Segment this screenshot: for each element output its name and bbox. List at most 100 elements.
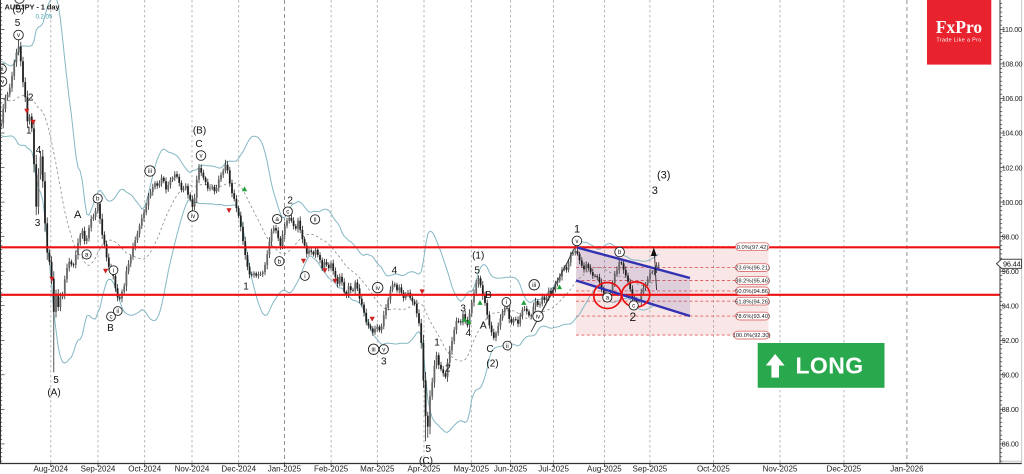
svg-text:96.44: 96.44 [1003,260,1021,269]
svg-text:50.0%(94.86): 50.0%(94.86) [735,289,770,295]
svg-text:Jan-2025: Jan-2025 [268,465,302,474]
svg-text:5: 5 [53,375,59,386]
svg-text:(A): (A) [47,388,60,399]
svg-text:Oct-2025: Oct-2025 [697,465,730,474]
svg-text:1: 1 [243,282,249,293]
svg-text:C: C [195,139,202,150]
svg-text:(C): (C) [419,456,433,467]
svg-text:106.00: 106.00 [1002,94,1023,103]
svg-text:104.00: 104.00 [1002,129,1023,138]
svg-text:Jul-2025: Jul-2025 [538,465,569,474]
svg-text:Sep-2024: Sep-2024 [81,465,116,474]
svg-text:Mar-2025: Mar-2025 [360,465,395,474]
svg-text:i: i [506,299,507,306]
svg-text:c: c [286,209,289,216]
svg-text:2: 2 [445,364,451,375]
svg-text:Nov-2025: Nov-2025 [763,465,798,474]
svg-text:5: 5 [426,444,432,455]
svg-text:0.0%(97.42): 0.0%(97.42) [737,245,769,251]
svg-text:1: 1 [26,126,32,137]
svg-text:c: c [109,314,112,321]
svg-text:61.8%(94.26): 61.8%(94.26) [735,299,770,305]
svg-text:ii: ii [314,217,317,224]
svg-text:ii: ii [506,343,509,350]
svg-text:2: 2 [629,310,636,324]
svg-text:(1): (1) [472,251,484,262]
svg-text:100.00: 100.00 [1002,198,1023,207]
svg-text:90.00: 90.00 [1002,371,1019,380]
svg-text:5: 5 [474,266,480,277]
svg-text:FxPro: FxPro [936,17,983,37]
svg-text:iv: iv [536,314,541,321]
svg-text:3: 3 [35,218,41,229]
svg-text:94.00: 94.00 [1002,301,1019,310]
svg-text:(5): (5) [12,5,24,16]
svg-text:110.00: 110.00 [1002,25,1022,34]
svg-text:3: 3 [652,185,658,197]
svg-text:100.0%(92.30): 100.0%(92.30) [732,333,770,339]
svg-text:102.00: 102.00 [1002,163,1023,172]
svg-text:3: 3 [381,357,387,368]
svg-text:0.2.05: 0.2.05 [36,15,53,21]
svg-text:4: 4 [392,266,398,277]
svg-text:iv: iv [375,285,380,292]
svg-text:iv: iv [191,213,196,220]
svg-text:v: v [17,32,21,39]
svg-text:C: C [486,344,493,355]
svg-text:4: 4 [466,328,472,339]
svg-text:ii: ii [116,308,119,315]
svg-text:B: B [107,323,114,334]
svg-text:LONG: LONG [795,353,863,379]
svg-text:Aug-2025: Aug-2025 [587,465,622,474]
svg-text:Apr-2025: Apr-2025 [408,465,441,474]
svg-text:1: 1 [574,224,580,236]
svg-text:38.2%(95.46): 38.2%(95.46) [735,279,770,285]
svg-text:a: a [85,252,89,259]
svg-text:b: b [618,249,622,256]
svg-text:iv: iv [0,79,5,86]
svg-text:4: 4 [36,145,42,156]
svg-text:a: a [606,295,610,302]
svg-text:2: 2 [287,196,293,207]
svg-text:2: 2 [28,93,34,104]
svg-text:78.6%(93.40): 78.6%(93.40) [735,314,770,320]
svg-text:88.00: 88.00 [1002,405,1019,414]
svg-text:Trade Like a Pro: Trade Like a Pro [936,38,981,44]
svg-text:Aug-2024: Aug-2024 [33,465,68,474]
svg-text:b: b [96,196,100,203]
svg-text:Sep-2025: Sep-2025 [633,465,668,474]
svg-text:AUDJPY - 1 day: AUDJPY - 1 day [5,2,61,11]
svg-text:v: v [199,153,203,160]
svg-text:Dec-2024: Dec-2024 [221,465,256,474]
svg-text:i: i [113,267,114,274]
svg-text:(2): (2) [486,359,498,370]
svg-text:96.00: 96.00 [1002,267,1019,276]
svg-text:iii: iii [148,168,152,175]
svg-text:iii: iii [372,347,376,354]
svg-text:c: c [632,303,635,310]
svg-text:v: v [382,347,386,354]
svg-text:Oct-2024: Oct-2024 [128,465,161,474]
svg-text:3: 3 [460,304,466,315]
svg-text:v: v [575,238,579,245]
svg-text:1: 1 [434,338,440,349]
svg-text:Jun-2025: Jun-2025 [494,465,528,474]
svg-text:A: A [74,209,82,221]
svg-text:Feb-2025: Feb-2025 [314,465,349,474]
svg-text:Dec-2025: Dec-2025 [827,465,862,474]
svg-text:B: B [485,290,492,301]
svg-text:i: i [304,273,305,280]
svg-text:b: b [278,258,282,265]
svg-text:Nov-2024: Nov-2024 [175,465,210,474]
svg-text:98.00: 98.00 [1002,232,1019,241]
svg-text:(B): (B) [193,126,206,137]
svg-text:Jan-2026: Jan-2026 [890,465,924,474]
svg-text:A: A [480,321,487,332]
svg-text:5: 5 [15,18,21,29]
svg-text:92.00: 92.00 [1002,336,1019,345]
svg-text:iii: iii [532,282,536,289]
svg-text:86.00: 86.00 [1002,440,1019,449]
svg-text:108.00: 108.00 [1002,60,1023,69]
svg-text:23.6%(96.21): 23.6%(96.21) [735,266,770,272]
svg-text:May-2025: May-2025 [454,465,490,474]
